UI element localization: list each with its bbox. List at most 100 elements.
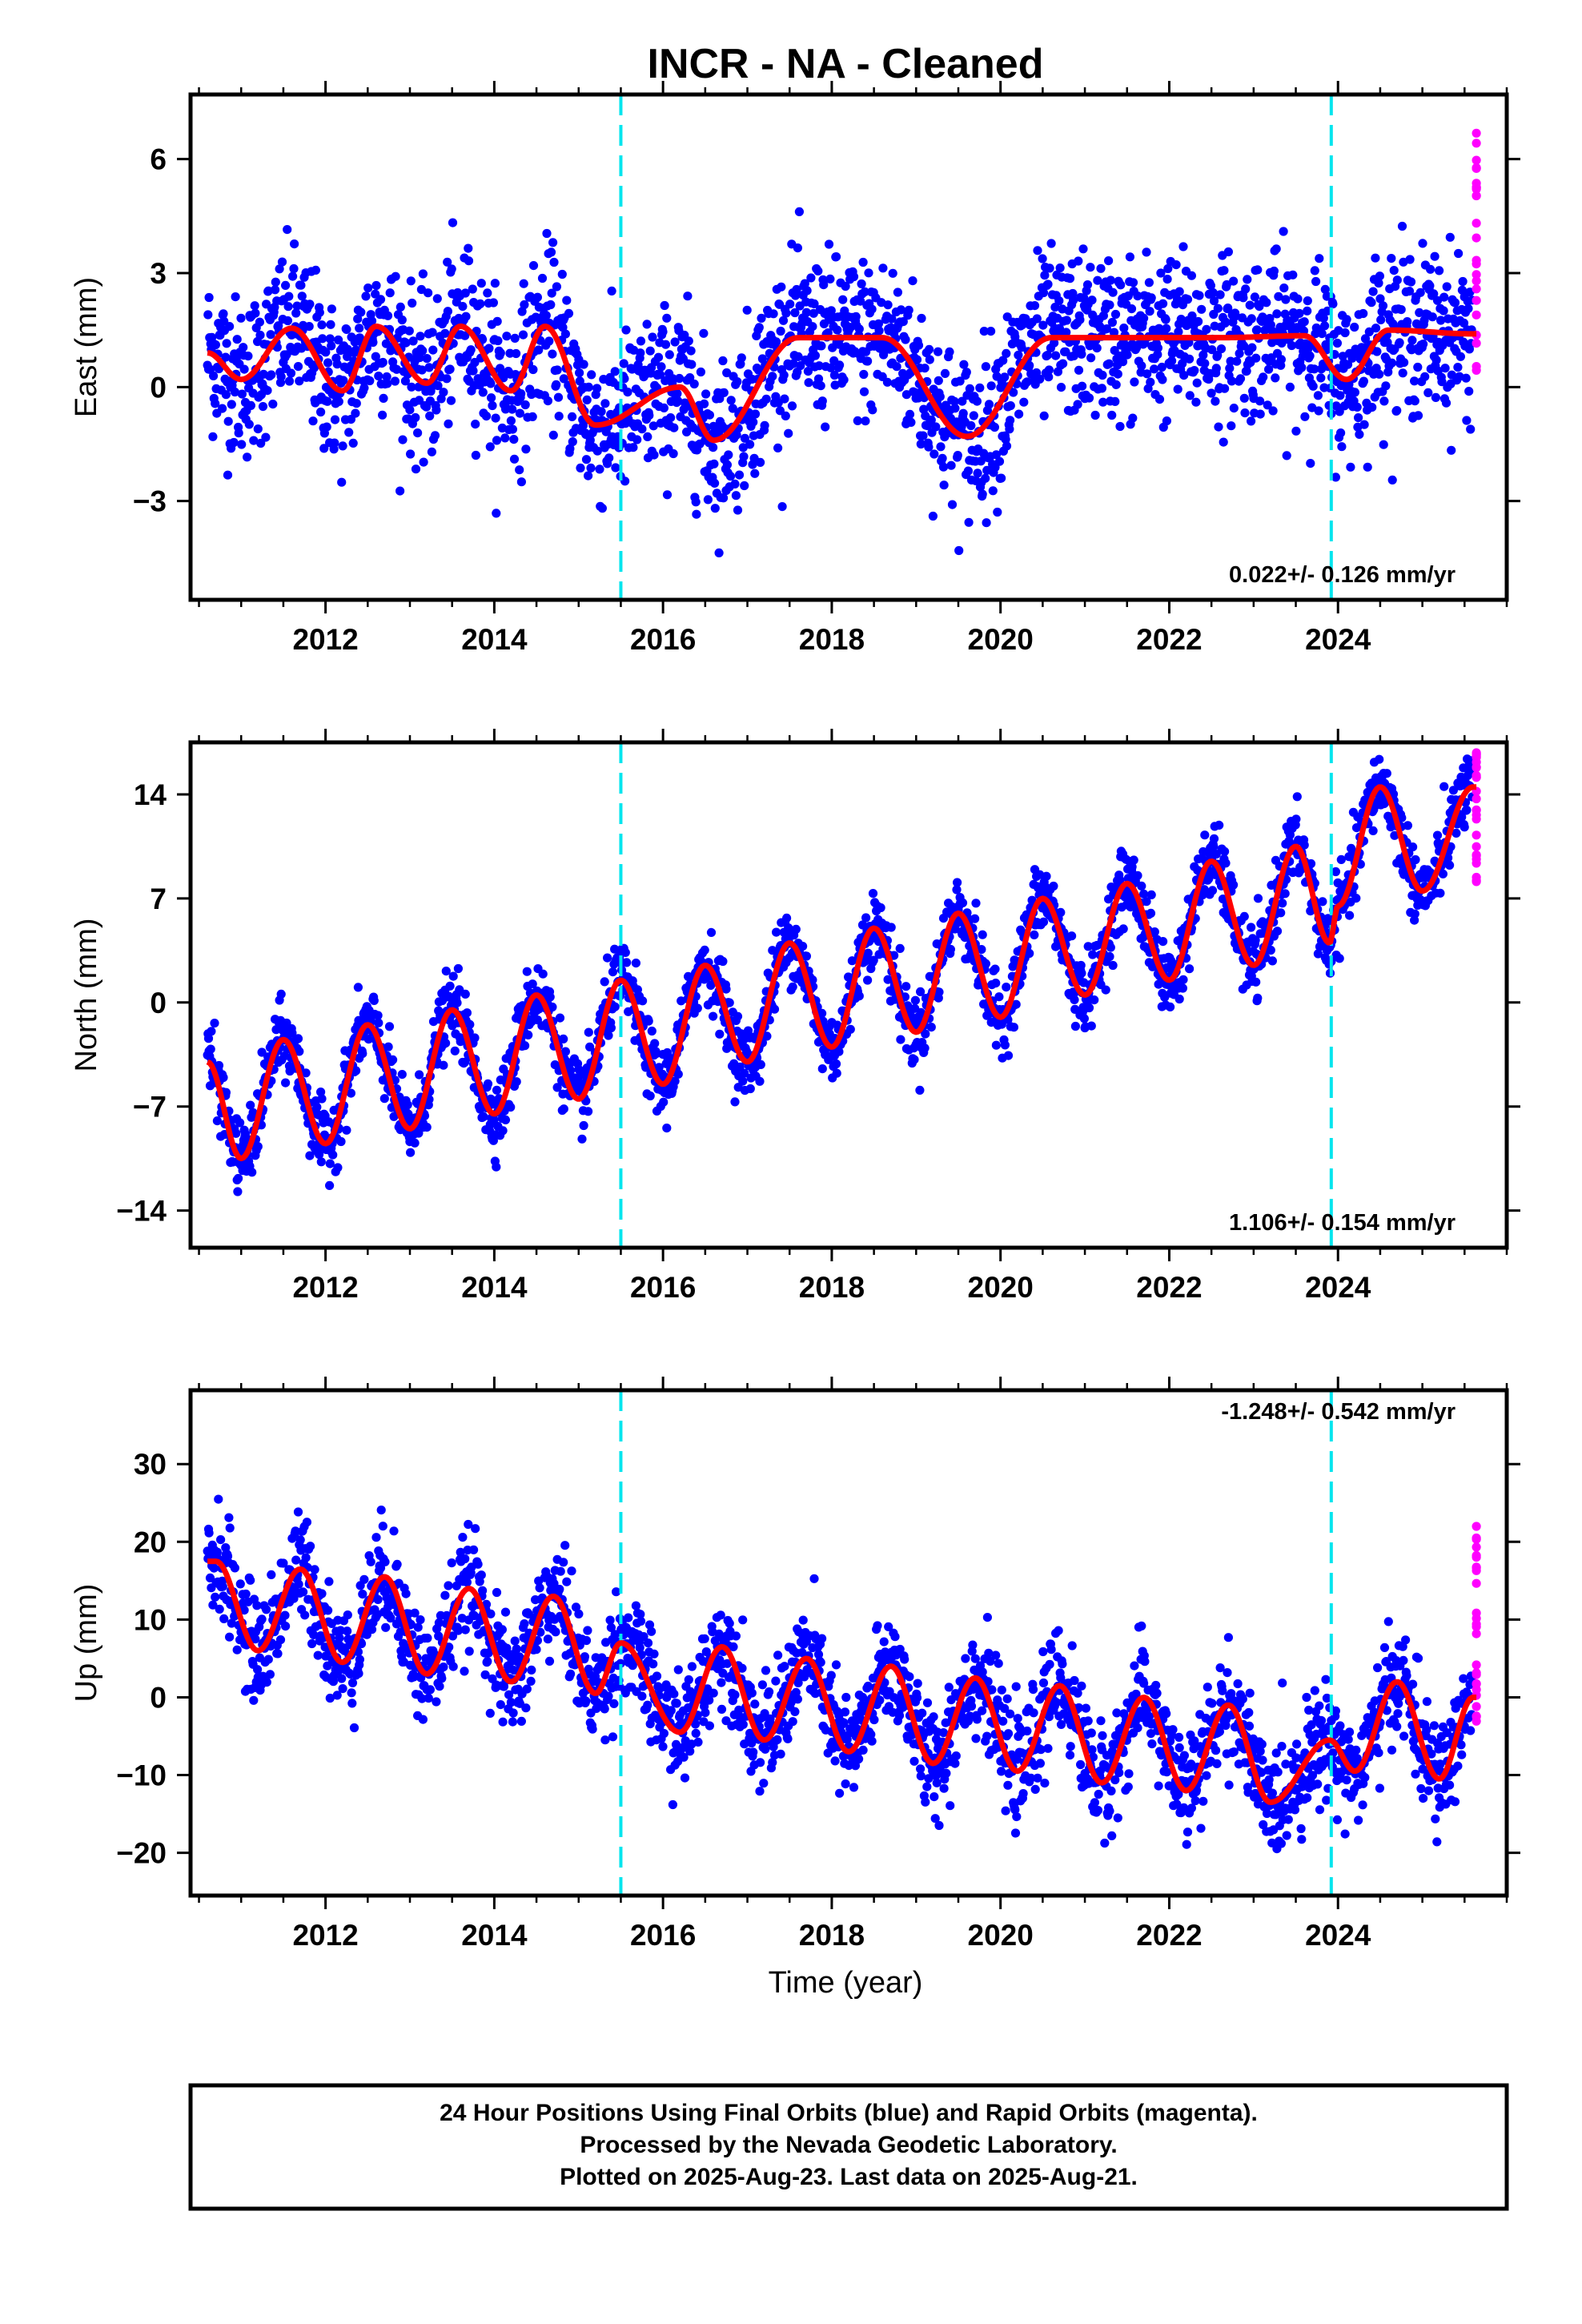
- final-orbit-point: [1162, 275, 1172, 284]
- final-orbit-point: [861, 416, 870, 426]
- final-orbit-point: [1133, 292, 1142, 301]
- final-orbit-point: [447, 264, 456, 274]
- final-orbit-point: [211, 340, 220, 350]
- final-orbit-point: [1129, 855, 1138, 865]
- final-orbit-point: [1219, 266, 1229, 275]
- final-orbit-point: [452, 998, 462, 1007]
- final-orbit-point: [1247, 343, 1257, 352]
- final-orbit-point: [1381, 381, 1391, 391]
- final-orbit-point: [378, 357, 387, 368]
- final-orbit-point: [895, 943, 905, 953]
- final-orbit-point: [817, 1008, 827, 1018]
- final-orbit-point: [257, 1047, 267, 1057]
- final-orbit-point: [502, 332, 512, 341]
- final-orbit-point: [1142, 897, 1151, 907]
- final-orbit-point: [754, 365, 764, 375]
- final-orbit-point: [1403, 317, 1412, 327]
- final-orbit-point: [1360, 334, 1371, 344]
- final-orbit-point: [407, 382, 416, 392]
- final-orbit-point: [579, 360, 588, 369]
- final-orbit-point: [882, 377, 892, 387]
- rapid-orbit-point: [1472, 794, 1481, 804]
- final-orbit-point: [546, 300, 556, 310]
- final-orbit-point: [675, 373, 685, 384]
- final-orbit-point: [643, 432, 652, 442]
- final-orbit-point: [221, 1088, 231, 1097]
- final-orbit-point: [1207, 388, 1216, 398]
- final-orbit-point: [669, 423, 679, 432]
- final-orbit-point: [772, 927, 781, 937]
- final-orbit-point: [1173, 384, 1182, 394]
- final-orbit-point: [283, 225, 292, 235]
- final-orbit-point: [1185, 354, 1195, 364]
- final-orbit-point: [1410, 909, 1419, 919]
- final-orbit-point: [603, 953, 612, 963]
- final-orbit-point: [962, 368, 971, 377]
- final-orbit-point: [295, 376, 304, 386]
- final-orbit-point: [397, 315, 407, 325]
- rapid-orbit-point: [1472, 255, 1481, 265]
- final-orbit-point: [1209, 296, 1219, 306]
- final-orbit-point: [1303, 296, 1312, 306]
- final-orbit-point: [1413, 362, 1423, 372]
- final-orbit-point: [809, 308, 818, 318]
- final-orbit-point: [552, 365, 562, 375]
- final-orbit-point: [1223, 304, 1233, 313]
- final-orbit-point: [631, 959, 641, 968]
- final-orbit-point: [227, 400, 236, 409]
- final-orbit-point: [1355, 429, 1364, 440]
- final-orbit-point: [901, 982, 911, 991]
- final-orbit-point: [628, 443, 638, 452]
- final-orbit-point: [1450, 298, 1460, 308]
- final-orbit-point: [309, 363, 319, 372]
- final-orbit-point: [1313, 949, 1323, 959]
- final-orbit-point: [1215, 820, 1224, 830]
- final-orbit-point: [427, 447, 437, 456]
- final-orbit-point: [1093, 275, 1102, 285]
- final-orbit-point: [281, 1078, 291, 1088]
- final-orbit-point: [1088, 310, 1098, 320]
- final-orbit-point: [1219, 437, 1228, 447]
- final-orbit-point: [215, 1604, 224, 1614]
- final-orbit-point: [321, 348, 331, 357]
- final-orbit-point: [750, 468, 760, 478]
- final-orbit-point: [383, 379, 392, 388]
- final-orbit-point: [1363, 462, 1372, 472]
- final-orbit-point: [660, 300, 669, 311]
- final-orbit-point: [405, 1148, 416, 1157]
- final-orbit-point: [1200, 830, 1210, 840]
- final-orbit-point: [1039, 411, 1049, 420]
- final-orbit-point: [343, 352, 352, 361]
- final-orbit-point: [981, 473, 990, 483]
- final-orbit-point: [1122, 350, 1132, 360]
- final-orbit-point: [552, 282, 562, 292]
- final-orbit-point: [566, 1066, 576, 1076]
- final-orbit-point: [1082, 280, 1093, 290]
- final-orbit-point: [1371, 253, 1380, 263]
- final-orbit-point: [685, 373, 695, 383]
- final-orbit-point: [1079, 293, 1089, 303]
- rapid-orbit-point: [1472, 805, 1481, 814]
- final-orbit-point: [684, 336, 693, 346]
- final-orbit-point: [1185, 964, 1195, 974]
- final-orbit-point: [1006, 401, 1015, 411]
- final-orbit-point: [1019, 397, 1029, 407]
- final-orbit-point: [484, 344, 494, 353]
- final-orbit-point: [1056, 383, 1066, 392]
- final-orbit-point: [801, 951, 812, 961]
- final-orbit-point: [256, 438, 266, 448]
- final-orbit-point: [981, 959, 990, 968]
- final-orbit-point: [290, 239, 299, 249]
- final-orbit-point: [1200, 359, 1210, 368]
- final-orbit-point: [1438, 869, 1447, 879]
- final-orbit-point: [1229, 276, 1239, 286]
- final-orbit-point: [521, 444, 531, 454]
- final-orbit-point: [1021, 314, 1030, 324]
- final-orbit-point: [229, 437, 239, 448]
- final-orbit-point: [325, 1180, 335, 1190]
- final-orbit-point: [1260, 325, 1270, 335]
- final-orbit-point: [284, 376, 295, 386]
- final-orbit-point: [415, 1070, 424, 1080]
- final-orbit-point: [411, 464, 421, 474]
